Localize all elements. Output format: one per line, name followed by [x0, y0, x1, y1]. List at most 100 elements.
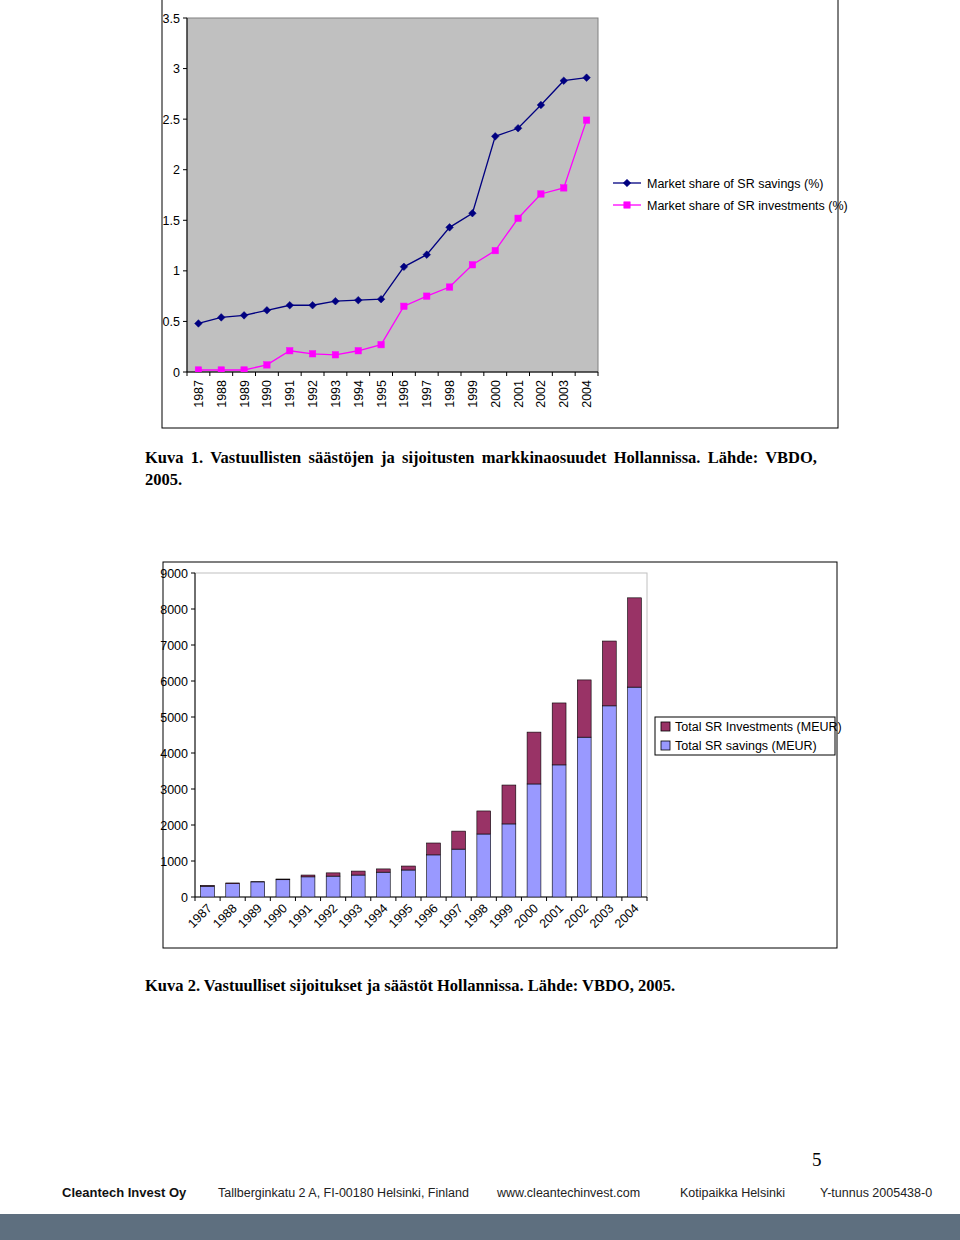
x-tick-label: 1991 — [286, 901, 316, 931]
x-tick — [421, 897, 422, 901]
marker — [560, 77, 568, 85]
x-tick-label: 1996 — [411, 901, 441, 931]
bar — [602, 706, 616, 897]
x-tick — [546, 897, 547, 901]
y-tick — [191, 717, 195, 718]
x-tick — [438, 372, 439, 376]
x-tick — [187, 372, 188, 376]
page-number: 5 — [812, 1149, 822, 1170]
y-tick-label: 2000 — [160, 819, 188, 833]
x-tick — [647, 897, 648, 901]
marker — [583, 117, 589, 123]
marker — [537, 101, 545, 109]
marker — [332, 297, 340, 305]
marker — [377, 295, 385, 303]
marker — [218, 367, 224, 372]
x-tick — [345, 897, 346, 901]
y-tick — [191, 753, 195, 754]
bar — [577, 680, 591, 737]
marker — [469, 262, 475, 268]
marks — [195, 74, 591, 372]
marker — [424, 293, 430, 299]
x-tick — [245, 897, 246, 901]
marker — [623, 179, 631, 187]
x-tick — [392, 372, 393, 376]
chart: 00.511.522.533.5198719881989199019911992… — [162, 0, 848, 428]
x-tick-label: 1987 — [192, 380, 206, 408]
marker — [561, 185, 567, 191]
footer-bar — [0, 1214, 960, 1240]
marker — [514, 124, 522, 132]
bar — [251, 882, 265, 897]
bar — [502, 824, 516, 897]
y-axis — [195, 573, 196, 897]
bar — [326, 873, 340, 876]
legend-swatch — [661, 722, 670, 731]
bar — [201, 886, 215, 897]
marker — [241, 367, 247, 372]
y-tick-label: 2 — [173, 163, 180, 177]
y-tick-label: 1 — [173, 264, 180, 278]
y-tick — [183, 372, 187, 373]
x-tick — [471, 897, 472, 901]
x-tick-label: 1996 — [397, 380, 411, 408]
y-tick — [191, 897, 195, 898]
marker — [263, 307, 271, 315]
x-tick-label: 1999 — [486, 901, 516, 931]
y-tick — [191, 573, 195, 574]
x-tick — [483, 372, 484, 376]
marker — [195, 367, 201, 372]
chart-frame — [162, 0, 838, 428]
x-tick — [461, 372, 462, 376]
bar — [502, 785, 516, 824]
bar — [301, 877, 315, 897]
bar — [402, 866, 416, 870]
marker — [286, 301, 294, 309]
bar — [276, 879, 290, 881]
x-tick — [621, 897, 622, 901]
marker — [491, 133, 499, 141]
marker — [423, 251, 431, 259]
marker — [240, 312, 248, 320]
footer-company: Cleantech Invest Oy — [62, 1185, 187, 1200]
x-tick — [209, 372, 210, 376]
x-tick — [295, 897, 296, 901]
x-tick — [320, 897, 321, 901]
y-tick — [183, 18, 187, 19]
x-tick-label: 1995 — [375, 380, 389, 408]
series-line — [198, 78, 586, 324]
x-tick-label: 1990 — [260, 380, 274, 408]
marker — [309, 301, 317, 309]
x-tick — [346, 372, 347, 376]
x-tick — [370, 897, 371, 901]
x-tick — [598, 372, 599, 376]
y-tick — [191, 645, 195, 646]
y-tick-label: 1000 — [160, 855, 188, 869]
bar — [452, 831, 466, 849]
x-tick — [220, 897, 221, 901]
caption: Kuva 1. Vastuullisten säästöjen ja sijoi… — [145, 447, 817, 491]
page: 00.511.522.533.5198719881989199019911992… — [0, 0, 960, 1240]
y-tick-label: 1.5 — [163, 214, 180, 228]
x-tick — [324, 372, 325, 376]
y-tick — [183, 220, 187, 221]
y-tick — [183, 270, 187, 271]
bar — [452, 849, 466, 897]
footer-domicile: Kotipaikka Helsinki — [680, 1186, 785, 1200]
bar — [326, 876, 340, 897]
x-tick-label: 2004 — [580, 380, 594, 408]
y-tick-label: 8000 — [160, 603, 188, 617]
x-tick-label: 2001 — [537, 901, 567, 931]
x-tick-label: 2001 — [512, 380, 526, 408]
x-tick — [596, 897, 597, 901]
x-tick-label: 1991 — [283, 380, 297, 408]
bar — [527, 784, 541, 897]
bar — [376, 869, 390, 872]
legend-label: Total SR savings (MEUR) — [675, 739, 817, 753]
x-tick — [232, 372, 233, 376]
y-tick — [191, 825, 195, 826]
bar — [628, 598, 642, 687]
y-tick-label: 9000 — [160, 567, 188, 581]
x-tick — [369, 372, 370, 376]
y-tick-label: 0 — [181, 891, 188, 905]
